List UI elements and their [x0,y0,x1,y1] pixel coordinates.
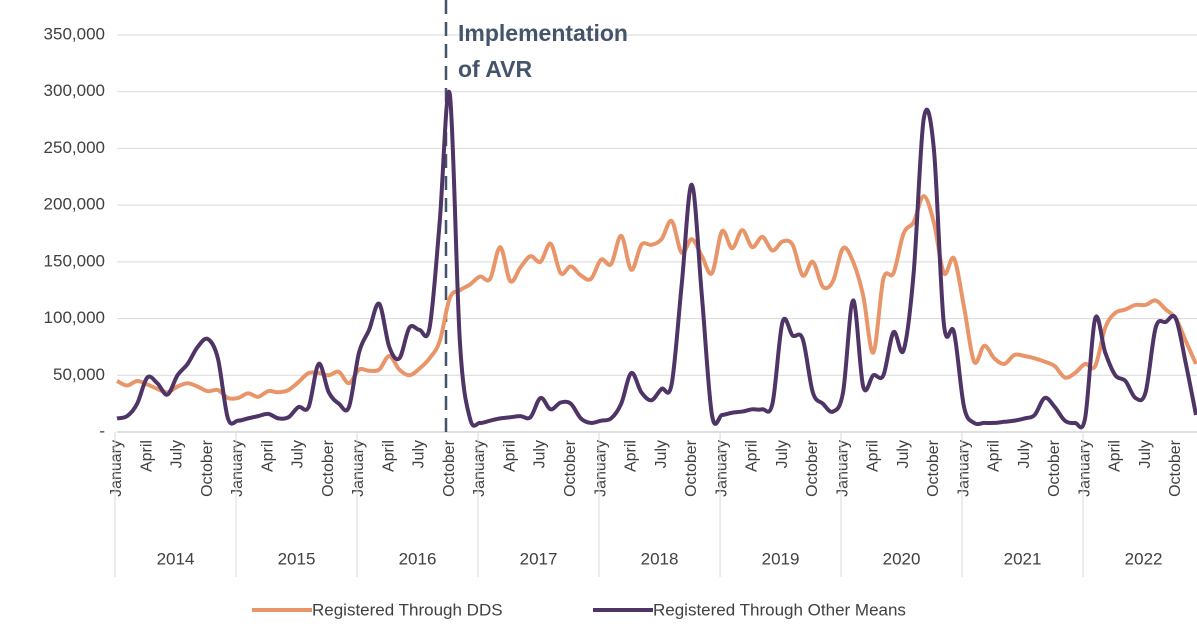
x-tick-label: April [380,440,397,472]
x-tick-label: October [804,439,821,497]
x-tick-label: July [1137,440,1154,468]
x-tick-label: July [169,440,186,468]
year-label: 2017 [520,549,558,568]
x-tick-label: October [199,439,216,497]
y-tick-label: 50,000 [53,365,105,384]
x-tick-label: July [290,440,307,468]
x-tick-label: July [653,440,670,468]
x-tick-label: October [320,439,337,497]
x-tick-label: July [774,440,791,468]
x-tick-label: April [865,440,882,472]
x-tick-label: January [592,440,609,497]
x-tick-label: January [229,440,246,497]
series-line [116,194,1197,401]
x-tick-label: July [895,440,912,468]
x-tick-label: October [441,439,458,497]
legend-label: Registered Through Other Means [653,600,906,619]
x-tick-label: April [138,440,155,472]
year-label: 2021 [1004,549,1042,568]
year-label: 2020 [883,549,921,568]
year-label: 2015 [278,549,316,568]
y-tick-label: 350,000 [44,24,105,43]
y-tick-label: 150,000 [44,251,105,270]
x-tick-label: January [1076,440,1093,497]
x-tick-label: October [1046,439,1063,497]
year-label: 2014 [157,549,195,568]
year-label: 2022 [1125,549,1163,568]
x-tick-label: July [532,440,549,468]
year-label: 2016 [399,549,437,568]
x-tick-label: October [562,439,579,497]
x-tick-label: April [259,440,276,472]
x-tick-label: July [411,440,428,468]
y-tick-label: 300,000 [44,81,105,100]
x-tick-label: April [986,440,1003,472]
x-tick-label: April [501,440,518,472]
y-tick-label: 200,000 [44,195,105,214]
y-tick-label: - [99,421,105,440]
x-tick-label: January [108,440,125,497]
x-tick-label: October [925,439,942,497]
x-tick-label: January [713,440,730,497]
x-tick-label: January [350,440,367,497]
x-tick-label: January [834,440,851,497]
x-tick-label: October [683,439,700,497]
x-tick-label: January [955,440,972,497]
legend-label: Registered Through DDS [312,600,503,619]
y-tick-label: 100,000 [44,308,105,327]
x-tick-label: October [1167,439,1184,497]
year-label: 2018 [641,549,679,568]
x-tick-label: July [1016,440,1033,468]
annotation: of AVR [458,56,532,82]
x-tick-label: April [1107,440,1124,472]
annotation: Implementation [458,20,628,46]
y-tick-label: 250,000 [44,138,105,157]
series-line [116,89,1197,430]
x-tick-label: April [623,440,640,472]
year-label: 2019 [762,549,800,568]
x-tick-label: January [471,440,488,497]
x-tick-label: April [744,440,761,472]
